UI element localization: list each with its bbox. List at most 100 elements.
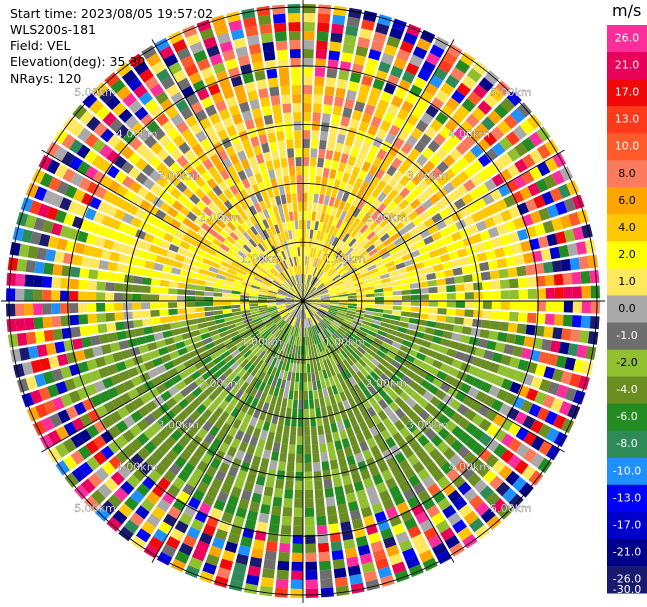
velocity-gate (163, 181, 175, 194)
velocity-gate (487, 259, 499, 270)
velocity-gate (536, 407, 550, 422)
velocity-gate (150, 434, 163, 448)
velocity-gate (332, 365, 340, 375)
velocity-gate (192, 489, 205, 502)
colorbar-tick-label: 4.0 (618, 221, 636, 234)
velocity-gate (160, 76, 175, 90)
velocity-gate (326, 505, 337, 516)
velocity-gate (394, 408, 406, 419)
colorbar-tick-label: 6.0 (618, 194, 636, 207)
velocity-gate (255, 348, 264, 357)
velocity-gate (97, 270, 108, 281)
velocity-gate (29, 389, 43, 405)
velocity-gate (206, 45, 220, 58)
velocity-gate (207, 166, 219, 178)
velocity-gate (319, 250, 325, 260)
velocity-gate (126, 256, 138, 266)
velocity-gate (292, 543, 303, 553)
velocity-gate (169, 274, 180, 282)
velocity-gate (291, 561, 303, 571)
velocity-gate (243, 17, 257, 29)
velocity-gate (102, 190, 115, 203)
velocity-gate (509, 381, 522, 395)
velocity-gate (443, 355, 455, 366)
velocity-gate (80, 256, 92, 268)
velocity-gate (132, 355, 144, 366)
velocity-gate (366, 437, 377, 449)
velocity-gate (296, 336, 300, 346)
velocity-gate (286, 304, 295, 310)
velocity-gate (362, 449, 373, 461)
velocity-gate (412, 461, 425, 474)
velocity-gate (512, 476, 527, 492)
velocity-gate (339, 210, 348, 221)
velocity-gate (288, 289, 296, 296)
velocity-gate (404, 433, 417, 446)
velocity-gate (214, 528, 228, 541)
velocity-gate (298, 220, 303, 230)
velocity-gate (260, 503, 271, 515)
velocity-gate (141, 520, 156, 535)
velocity-gate (248, 175, 257, 186)
velocity-gate (198, 327, 209, 335)
velocity-gate (108, 425, 121, 439)
velocity-gate (183, 429, 196, 441)
velocity-gate (319, 185, 327, 196)
velocity-gate (267, 302, 277, 305)
velocity-gate (231, 304, 241, 309)
velocity-gate (310, 306, 318, 313)
velocity-gate (204, 104, 217, 117)
velocity-gate (150, 216, 162, 228)
velocity-gate (303, 76, 313, 86)
velocity-gate (180, 353, 191, 363)
velocity-gate (357, 265, 367, 272)
velocity-gate (33, 217, 46, 232)
velocity-gate (336, 363, 344, 373)
velocity-gate (304, 274, 307, 284)
velocity-gate (353, 384, 362, 394)
velocity-gate (486, 438, 500, 453)
velocity-gate (451, 359, 463, 370)
velocity-gate (359, 268, 369, 275)
velocity-gate (110, 373, 123, 386)
velocity-gate (372, 316, 383, 322)
velocity-gate (386, 35, 401, 48)
velocity-gate (417, 167, 430, 179)
velocity-gate (299, 318, 302, 328)
velocity-gate (266, 217, 274, 227)
velocity-gate (223, 434, 234, 446)
velocity-gate (368, 164, 379, 176)
velocity-gate (202, 494, 216, 507)
velocity-gate (333, 198, 341, 209)
velocity-gate (471, 233, 483, 244)
velocity-gate (124, 274, 134, 284)
velocity-gate (249, 98, 260, 110)
velocity-gate (206, 320, 217, 327)
velocity-gate (391, 341, 402, 350)
velocity-gate (423, 235, 434, 245)
velocity-gate (249, 308, 259, 313)
velocity-gate (159, 316, 170, 324)
velocity-gate (242, 433, 252, 444)
velocity-gate (255, 475, 266, 486)
velocity-gate (345, 235, 354, 245)
velocity-gate (270, 235, 277, 245)
velocity-gate (581, 301, 591, 314)
velocity-gate (518, 482, 534, 498)
velocity-gate (190, 239, 202, 248)
velocity-gate (475, 220, 488, 232)
velocity-gate (425, 327, 435, 335)
velocity-gate (291, 308, 298, 316)
velocity-gate (180, 326, 190, 334)
velocity-gate (304, 265, 307, 275)
velocity-gate (316, 249, 322, 259)
velocity-gate (317, 270, 324, 279)
velocity-gate (305, 570, 318, 580)
velocity-gate (560, 370, 573, 385)
velocity-gate (284, 280, 292, 288)
velocity-gate (338, 267, 347, 275)
velocity-gate (136, 336, 147, 346)
velocity-gate (62, 168, 76, 183)
velocity-gate (267, 375, 274, 385)
velocity-gate (317, 533, 329, 544)
